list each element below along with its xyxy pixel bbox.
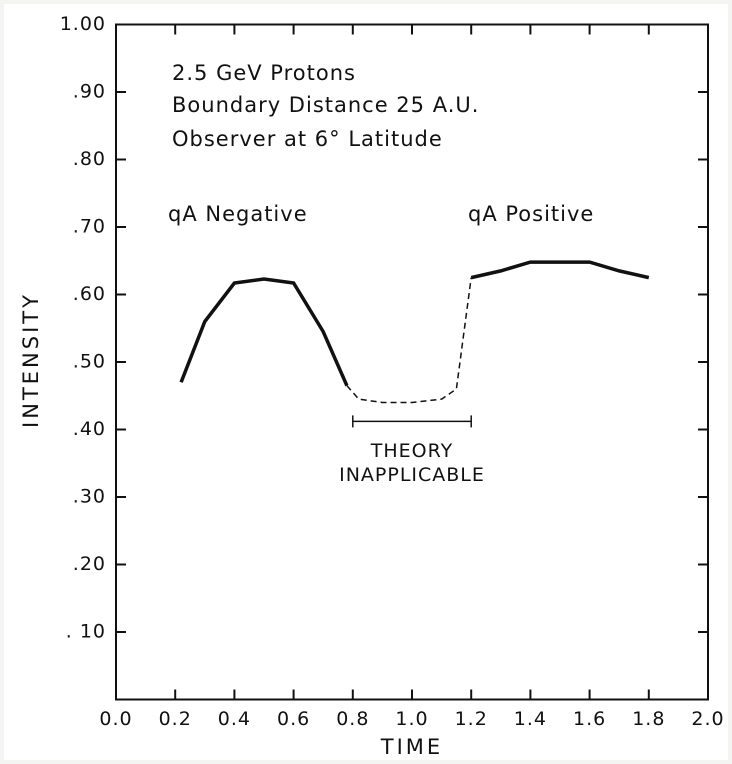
- series-label: qA Positive: [468, 202, 594, 226]
- y-tick-label: .60: [73, 283, 106, 305]
- range-label: THEORY: [370, 440, 453, 462]
- paper: [4, 4, 728, 760]
- y-axis-label: INTENSITY: [19, 292, 43, 428]
- y-tick-label: .20: [73, 553, 106, 575]
- x-tick-label: 1.2: [455, 708, 488, 730]
- series-label: qA Negative: [168, 202, 308, 226]
- x-axis-label: TIME: [380, 735, 443, 759]
- x-tick-label: 0.6: [277, 708, 310, 730]
- y-tick-label: .50: [73, 351, 106, 373]
- x-tick-label: 2.0: [691, 708, 724, 730]
- dashed-line: [346, 277, 472, 404]
- annotation: Observer at 6° Latitude: [172, 127, 443, 151]
- y-tick-label: .70: [73, 216, 106, 238]
- y-tick-label: 1.00: [60, 13, 106, 35]
- line: [179, 277, 349, 387]
- x-tick-label: 0.0: [99, 708, 132, 730]
- annotation: Boundary Distance 25 A.U.: [172, 93, 479, 117]
- x-tick-label: 0.8: [336, 708, 369, 730]
- y-tick-label: .90: [73, 81, 106, 103]
- y-tick-label: .30: [73, 486, 106, 508]
- y-tick-label: .40: [73, 418, 106, 440]
- x-tick-label: 1.8: [632, 708, 665, 730]
- x-tick-label: 0.2: [159, 708, 192, 730]
- annotation: 2.5 GeV Protons: [172, 61, 356, 85]
- y-tick-label: . 10: [66, 621, 106, 643]
- range-label: INAPPLICABLE: [339, 464, 485, 486]
- x-tick-label: 1.6: [573, 708, 606, 730]
- x-tick-label: 1.0: [395, 708, 428, 730]
- y-tick-label: .80: [73, 148, 106, 170]
- line: [470, 260, 650, 280]
- x-tick-label: 1.4: [514, 708, 547, 730]
- x-tick-label: 0.4: [218, 708, 251, 730]
